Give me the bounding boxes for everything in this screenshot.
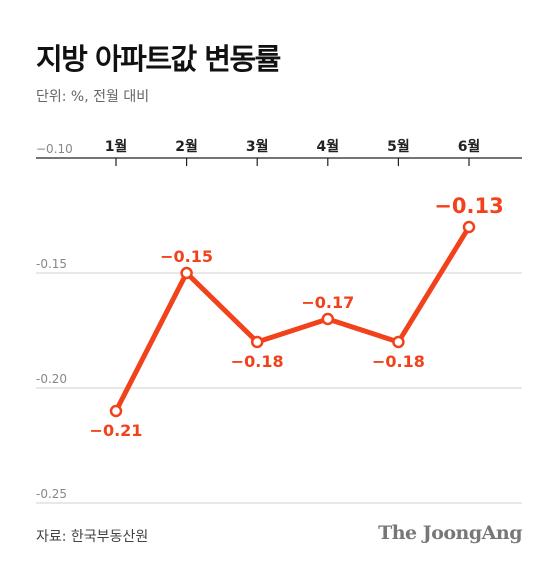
data-label: −0.13 xyxy=(434,194,503,218)
source-note: 자료: 한국부동산원 xyxy=(36,529,149,545)
data-label: −0.15 xyxy=(160,247,213,266)
series-line xyxy=(113,224,472,414)
data-point xyxy=(180,266,193,280)
data-point xyxy=(462,220,476,234)
data-point xyxy=(109,404,123,418)
data-label: −0.18 xyxy=(231,352,284,371)
x-tick-label: 4월 xyxy=(316,138,339,155)
chart-subtitle: 단위: %, 전월 대비 xyxy=(36,89,150,105)
x-tick-label: 2월 xyxy=(175,138,198,155)
brand-logo: The JoongAng xyxy=(378,522,522,544)
series xyxy=(109,220,476,418)
x-tick-label: 1월 xyxy=(105,138,128,155)
x-tick-label: 5월 xyxy=(387,138,410,155)
x-tick-label: 6월 xyxy=(458,138,481,155)
y-tick-label: −0.10 xyxy=(36,142,73,156)
data-label: −0.21 xyxy=(90,421,143,440)
data-label: −0.17 xyxy=(301,293,354,312)
data-point xyxy=(321,312,335,326)
data-point xyxy=(392,335,405,349)
x-tick-label: 3월 xyxy=(246,138,269,155)
data-label: −0.18 xyxy=(372,352,425,371)
chart-title: 지방 아파트값 변동률 xyxy=(36,42,281,76)
data-labels: −0.21 −0.15 −0.18 −0.17 −0.18 −0.13 xyxy=(90,194,504,440)
axes: −0.10 -0.15 -0.20 -0.25 1월 2월 3월 4월 5월 6월 xyxy=(36,138,480,501)
y-tick-label: -0.20 xyxy=(36,372,67,386)
y-tick-label: -0.15 xyxy=(36,257,67,271)
y-tick-label: -0.25 xyxy=(36,487,67,501)
data-point xyxy=(250,335,264,349)
